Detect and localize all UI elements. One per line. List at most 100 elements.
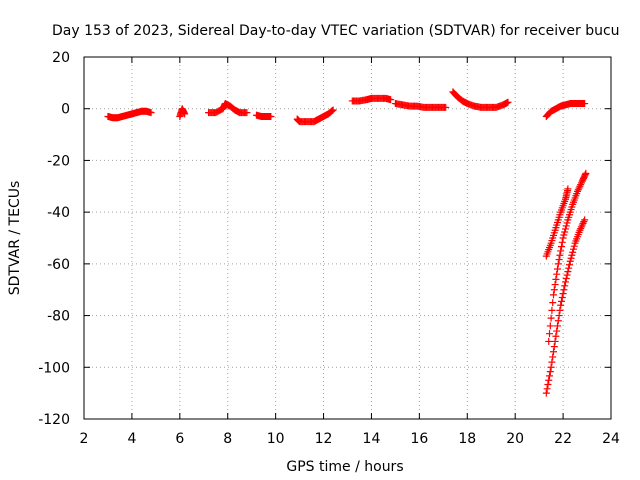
data-point bbox=[387, 96, 395, 104]
data-point bbox=[555, 312, 563, 320]
x-tick-label: 8 bbox=[223, 431, 232, 447]
data-point bbox=[582, 169, 590, 177]
series-arc-7 bbox=[391, 100, 450, 111]
x-tick-label: 18 bbox=[458, 431, 476, 447]
data-point bbox=[243, 109, 251, 117]
data-point bbox=[545, 337, 553, 345]
data-point bbox=[550, 343, 558, 351]
y-tick-label: -60 bbox=[47, 257, 70, 273]
series-arc-9 bbox=[542, 100, 589, 120]
x-tick-label: 14 bbox=[363, 431, 381, 447]
y-tick-label: -120 bbox=[38, 412, 70, 428]
series-arc-5 bbox=[293, 106, 337, 126]
data-point bbox=[546, 368, 554, 376]
x-tick-label: 12 bbox=[315, 431, 333, 447]
data-point bbox=[561, 278, 569, 286]
chart-title: Day 153 of 2023, Sidereal Day-to-day VTE… bbox=[52, 23, 620, 39]
series-arc-6 bbox=[348, 94, 395, 105]
data-point bbox=[574, 186, 582, 194]
data-point bbox=[544, 381, 552, 389]
series-arc-10 bbox=[542, 185, 572, 260]
x-tick-label: 6 bbox=[175, 431, 184, 447]
data-point bbox=[577, 223, 585, 231]
data-point bbox=[556, 306, 564, 314]
data-point bbox=[553, 327, 561, 335]
data-point bbox=[328, 107, 336, 115]
data-point bbox=[554, 322, 562, 330]
data-point bbox=[555, 256, 563, 264]
x-tick-label: 4 bbox=[127, 431, 136, 447]
data-point bbox=[581, 100, 589, 108]
data-point bbox=[550, 291, 558, 299]
data-point bbox=[577, 179, 585, 187]
data-point bbox=[564, 268, 572, 276]
data-point bbox=[181, 110, 189, 118]
y-tick-label: 0 bbox=[61, 102, 70, 118]
series-arc-4 bbox=[252, 111, 275, 120]
data-point bbox=[578, 221, 586, 229]
series-arc-1 bbox=[104, 107, 155, 122]
data-point bbox=[552, 332, 560, 340]
x-tick-label: 20 bbox=[506, 431, 524, 447]
data-point bbox=[550, 348, 558, 356]
data-point bbox=[551, 281, 559, 289]
data-point bbox=[504, 98, 512, 106]
data-point bbox=[557, 301, 565, 309]
data-point bbox=[542, 389, 550, 397]
data-point bbox=[545, 376, 553, 384]
data-point bbox=[550, 286, 558, 294]
data-point bbox=[552, 275, 560, 283]
y-tick-label: -20 bbox=[47, 153, 70, 169]
data-point bbox=[558, 293, 566, 301]
data-points-layer bbox=[104, 88, 590, 397]
x-axis-label: GPS time / hours bbox=[286, 459, 403, 475]
series-arc-12 bbox=[542, 216, 589, 397]
data-point bbox=[560, 231, 568, 239]
data-point bbox=[559, 234, 567, 242]
data-point bbox=[557, 243, 565, 251]
data-point bbox=[147, 109, 155, 117]
axis-ticks-layer: 2 4 6 8 10 12 14 16 18 20 22 24200-20-40-60-80-100-… bbox=[38, 50, 620, 447]
data-point bbox=[328, 107, 336, 115]
series-arc-3 bbox=[205, 100, 251, 117]
data-point bbox=[556, 251, 564, 259]
data-point bbox=[554, 265, 562, 273]
series-arc-11 bbox=[545, 169, 590, 345]
data-point bbox=[573, 187, 581, 195]
x-tick-label: 22 bbox=[554, 431, 572, 447]
data-point bbox=[577, 225, 585, 233]
data-point bbox=[557, 247, 565, 255]
data-point bbox=[566, 257, 574, 265]
data-point bbox=[546, 372, 554, 380]
data-point bbox=[543, 385, 551, 393]
series-arc-2 bbox=[176, 105, 189, 120]
data-point bbox=[551, 337, 559, 345]
data-point bbox=[547, 363, 555, 371]
plot-frame bbox=[83, 56, 612, 420]
data-point bbox=[563, 219, 571, 227]
data-point bbox=[567, 254, 575, 262]
data-point bbox=[569, 245, 577, 253]
data-point bbox=[581, 216, 589, 224]
y-axis-label: SDTVAR / TECUs bbox=[7, 181, 23, 296]
data-point bbox=[561, 225, 569, 233]
data-point bbox=[557, 297, 565, 305]
data-point bbox=[554, 317, 562, 325]
data-point bbox=[576, 182, 584, 190]
data-point bbox=[442, 103, 450, 111]
data-point bbox=[267, 112, 275, 120]
data-point bbox=[549, 353, 557, 361]
data-point bbox=[561, 228, 569, 236]
data-point bbox=[575, 184, 583, 192]
y-tick-label: -40 bbox=[47, 205, 70, 221]
data-point bbox=[580, 218, 588, 226]
x-tick-label: 16 bbox=[410, 431, 428, 447]
data-point bbox=[553, 270, 561, 278]
data-point bbox=[576, 226, 584, 234]
data-point bbox=[564, 185, 572, 193]
data-point bbox=[568, 251, 576, 259]
series-arc-8 bbox=[449, 88, 512, 111]
data-point bbox=[329, 106, 337, 114]
data-point bbox=[569, 248, 577, 256]
